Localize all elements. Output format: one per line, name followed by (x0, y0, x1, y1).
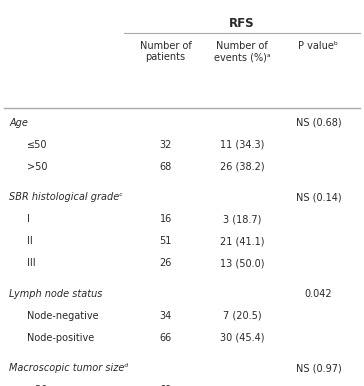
Text: Number of
events (%)ᵃ: Number of events (%)ᵃ (214, 41, 270, 62)
Text: 0.042: 0.042 (305, 289, 332, 299)
Text: 26: 26 (159, 258, 172, 268)
Text: 7 (20.5): 7 (20.5) (223, 311, 261, 321)
Text: P valueᵇ: P valueᵇ (298, 41, 339, 51)
Text: SBR histological gradeᶜ: SBR histological gradeᶜ (9, 192, 123, 202)
Text: 32: 32 (159, 140, 172, 150)
Text: Node-negative: Node-negative (27, 311, 99, 321)
Text: 26 (38.2): 26 (38.2) (220, 162, 264, 172)
Text: 21 (41.1): 21 (41.1) (220, 236, 264, 246)
Text: 69: 69 (159, 385, 172, 386)
Text: NS (0.68): NS (0.68) (296, 118, 341, 128)
Text: NS (0.14): NS (0.14) (296, 192, 341, 202)
Text: Macroscopic tumor sizeᵈ: Macroscopic tumor sizeᵈ (9, 363, 128, 373)
Text: RFS: RFS (229, 17, 255, 30)
Text: 34: 34 (159, 311, 172, 321)
Text: 16: 16 (159, 214, 172, 224)
Text: I: I (27, 214, 30, 224)
Text: 30 (45.4): 30 (45.4) (220, 333, 264, 343)
Text: 11 (34.3): 11 (34.3) (220, 140, 264, 150)
Text: 66: 66 (159, 333, 172, 343)
Text: >50: >50 (27, 162, 48, 172)
Text: NS (0.97): NS (0.97) (296, 363, 341, 373)
Text: 13 (50.0): 13 (50.0) (220, 258, 264, 268)
Text: 26 (37.6): 26 (37.6) (220, 385, 264, 386)
Text: Node-positive: Node-positive (27, 333, 95, 343)
Text: II: II (27, 236, 33, 246)
Text: Lymph node status: Lymph node status (9, 289, 103, 299)
Text: 3 (18.7): 3 (18.7) (223, 214, 261, 224)
Text: ≤30 mm: ≤30 mm (27, 385, 70, 386)
Text: Age: Age (9, 118, 28, 128)
Text: Number of
patients: Number of patients (140, 41, 191, 62)
Text: 51: 51 (159, 236, 172, 246)
Text: ≤50: ≤50 (27, 140, 48, 150)
Text: III: III (27, 258, 36, 268)
Text: 68: 68 (159, 162, 172, 172)
